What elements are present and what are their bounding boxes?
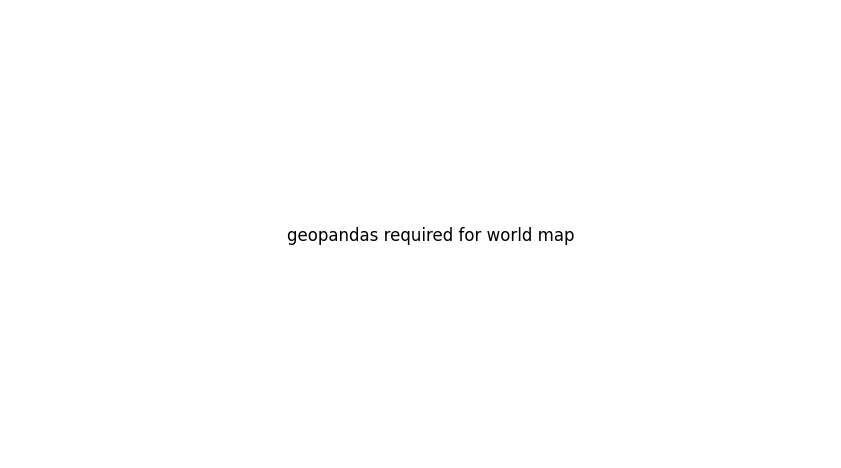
- Text: geopandas required for world map: geopandas required for world map: [288, 227, 574, 245]
